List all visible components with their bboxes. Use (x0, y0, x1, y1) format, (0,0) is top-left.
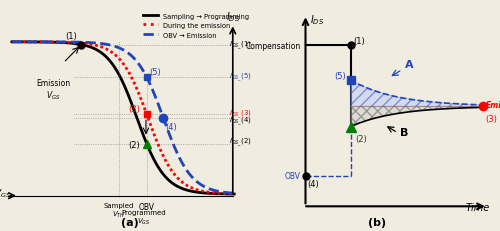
Text: Compensation: Compensation (246, 41, 301, 50)
Text: (1): (1) (66, 32, 77, 41)
Text: (5): (5) (334, 71, 346, 80)
Text: (3): (3) (128, 105, 140, 114)
Text: (3): (3) (486, 114, 498, 123)
Text: Programmed
$V_{GS}$: Programmed $V_{GS}$ (122, 209, 166, 226)
Text: $I_{DS}$: $I_{DS}$ (310, 13, 324, 27)
Text: $I_{DS\_}(2)$: $I_{DS\_}(2)$ (228, 136, 252, 149)
Text: OBV: OBV (285, 171, 301, 180)
Text: A: A (404, 60, 413, 70)
Text: $I_{DS\_}(4)$: $I_{DS\_}(4)$ (228, 116, 252, 128)
Text: (4): (4) (166, 122, 177, 131)
Text: $I_{DS\_}(3)$: $I_{DS\_}(3)$ (228, 109, 252, 121)
Text: $I_{DS}$: $I_{DS}$ (226, 10, 240, 24)
Text: Time: Time (466, 203, 490, 213)
Text: (2): (2) (128, 140, 140, 149)
Text: Emission
$V_{GS}$: Emission $V_{GS}$ (36, 79, 70, 102)
Text: B: B (400, 127, 408, 137)
Text: (a): (a) (121, 217, 139, 227)
Text: (b): (b) (368, 217, 386, 227)
Text: $I_{DS\_}(5)$: $I_{DS\_}(5)$ (228, 72, 252, 84)
Text: (1): (1) (353, 37, 364, 46)
Text: Sampled
$V_{TH}$: Sampled $V_{TH}$ (104, 202, 134, 219)
Text: $I_{DS\_}(1)$: $I_{DS\_}(1)$ (228, 39, 252, 52)
Legend: Sampling → Programming, During the emission, OBV → Emission: Sampling → Programming, During the emiss… (140, 11, 252, 41)
Text: (5): (5) (149, 68, 160, 77)
Text: $V_{GS}$: $V_{GS}$ (0, 187, 10, 199)
Text: OBV: OBV (138, 202, 154, 211)
Text: Emission: Emission (486, 100, 500, 109)
Text: (2): (2) (355, 134, 367, 143)
Text: (4): (4) (308, 179, 320, 188)
